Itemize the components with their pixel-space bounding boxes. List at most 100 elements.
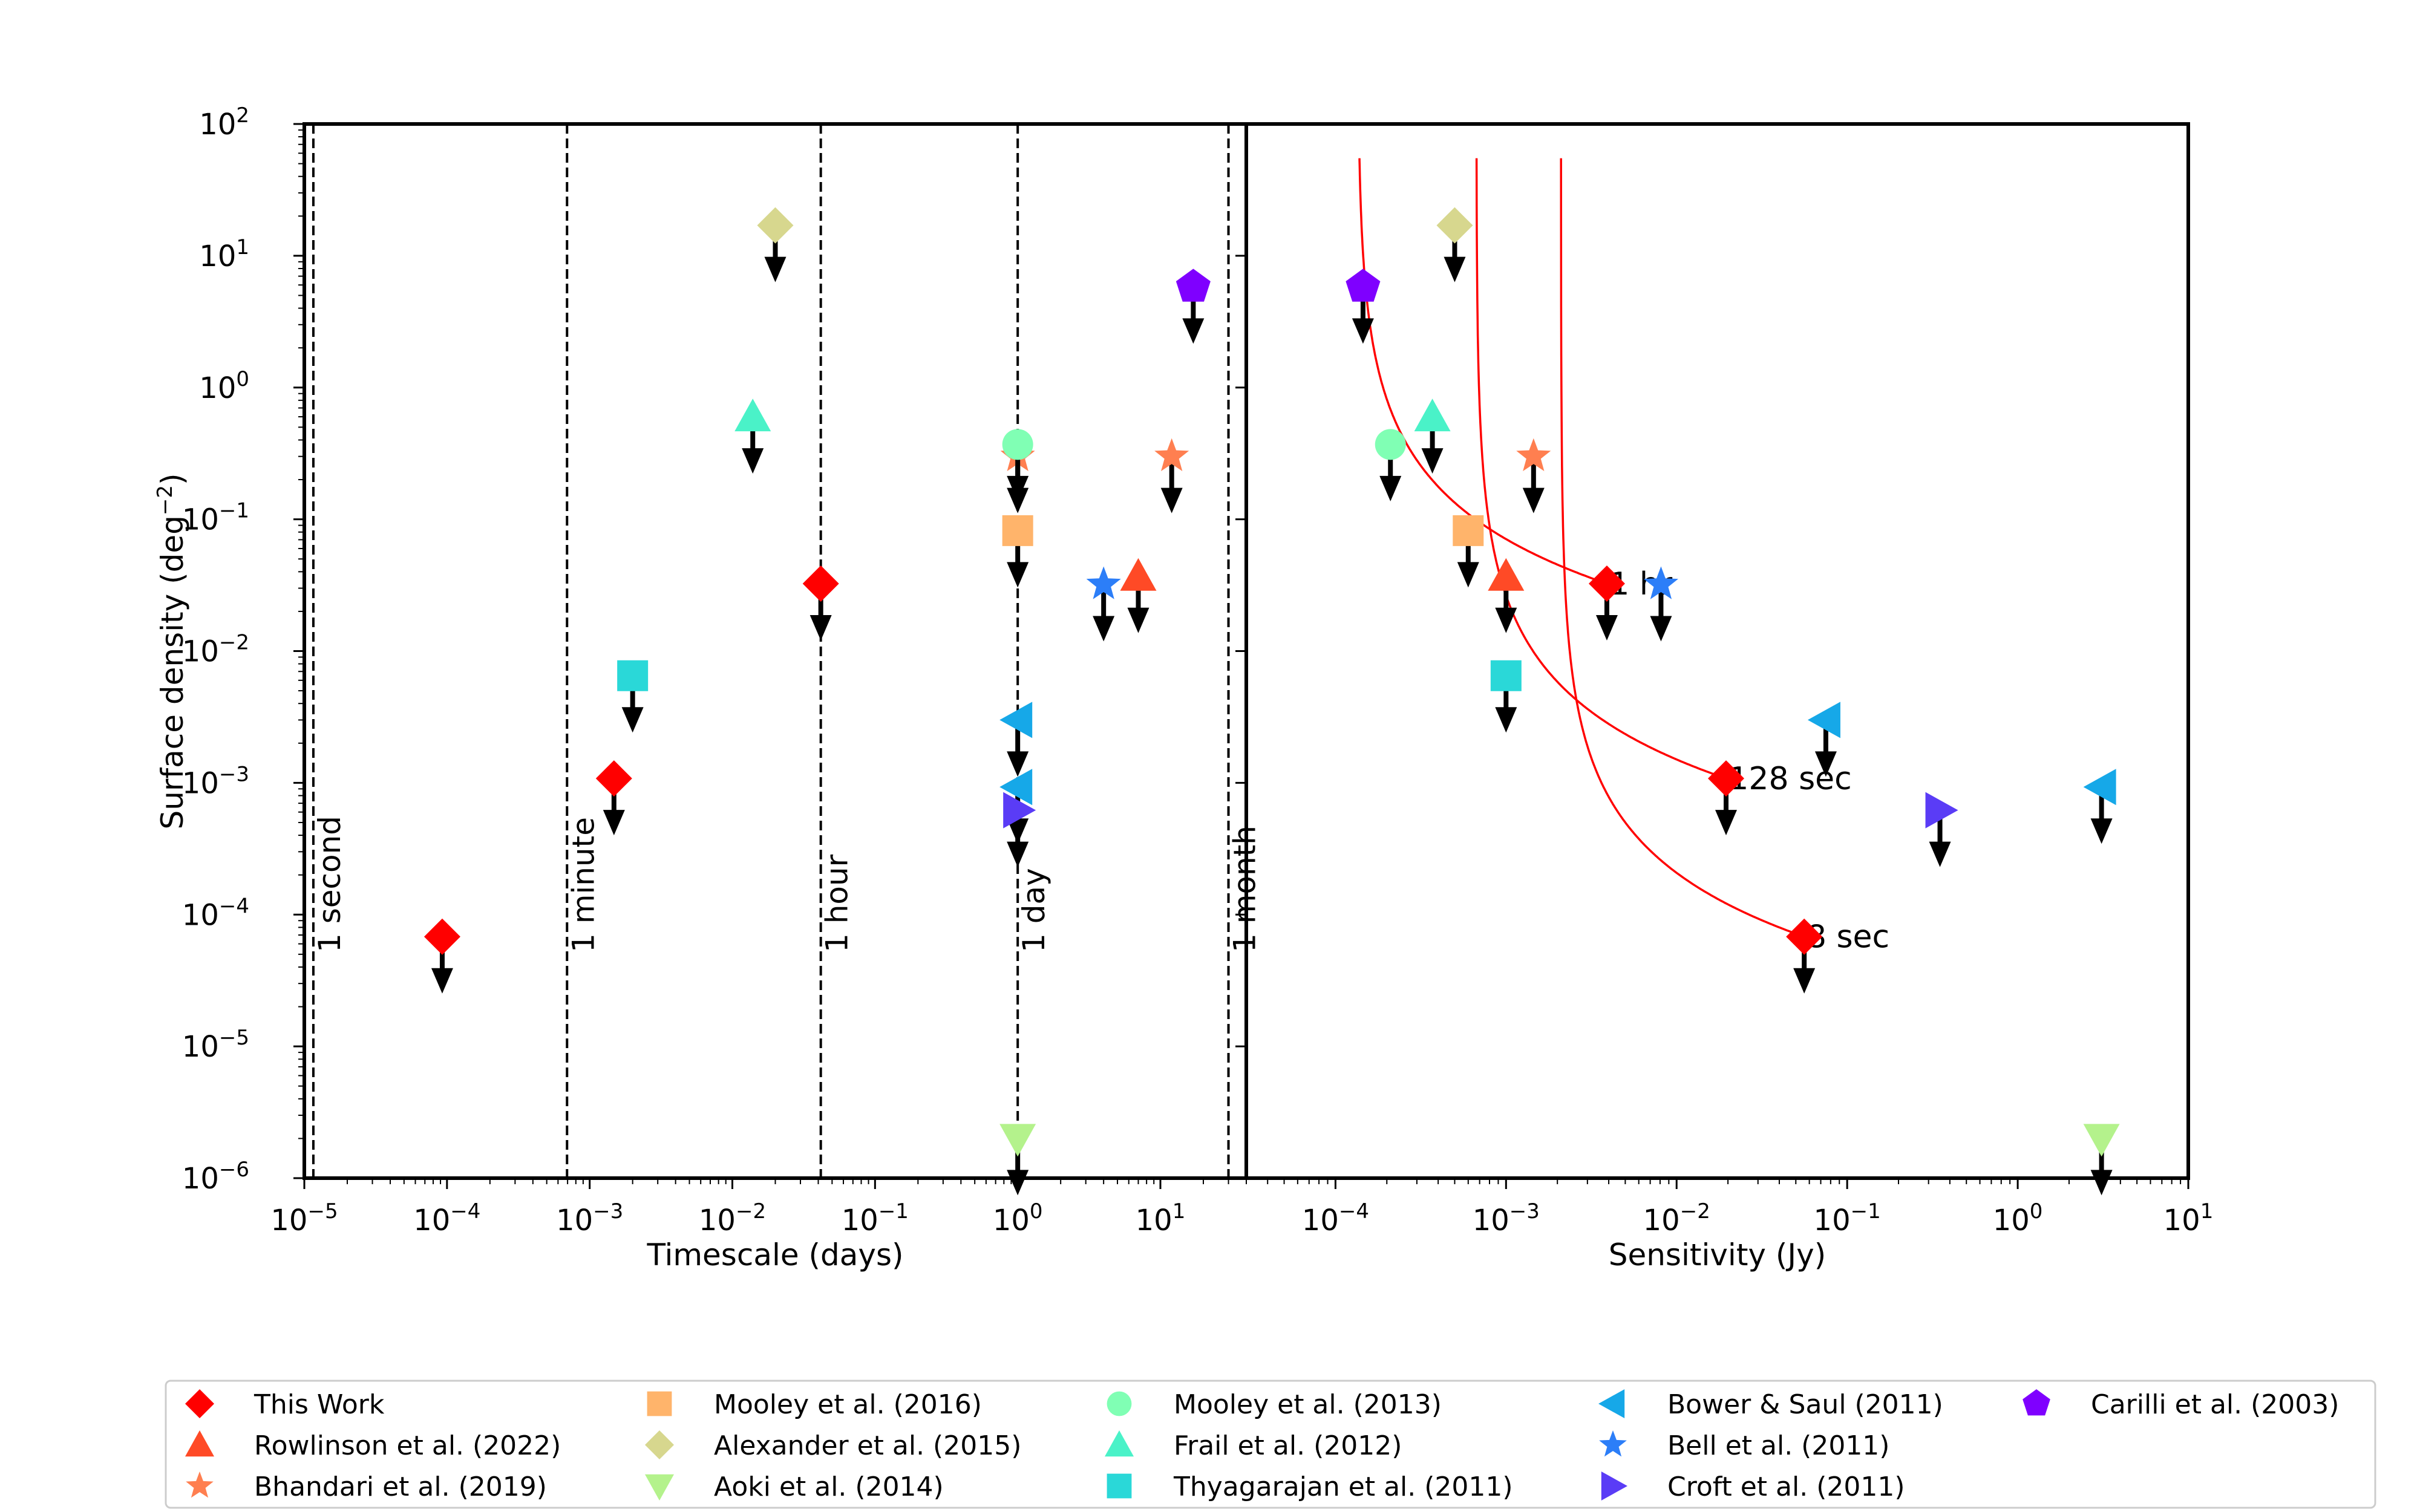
- legend-label-mooley-et-al-2013: Mooley et al. (2013): [1174, 1389, 1442, 1420]
- upper-limit-arrow: [1127, 583, 1150, 633]
- point-croft-et-al-2011: [1003, 792, 1036, 829]
- upper-limit-arrow: [1814, 727, 1837, 777]
- upper-limit-arrow: [1421, 424, 1444, 474]
- x-tick-label: 10−2: [1643, 1199, 1710, 1237]
- x-tick-label: 100: [993, 1199, 1043, 1237]
- y-tick-label: 101: [199, 235, 249, 273]
- legend-label-mooley-et-al-2016: Mooley et al. (2016): [714, 1389, 982, 1420]
- point-frail-et-al-2012: [734, 399, 771, 432]
- point-bower-saul-2011: [2083, 769, 2116, 806]
- x-tick-label: 10−4: [413, 1199, 480, 1237]
- upper-limit-arrow: [1007, 451, 1029, 501]
- upper-limit-arrow: [742, 424, 764, 474]
- x-tick-label: 101: [1136, 1199, 1186, 1237]
- legend-marker-bower-saul-2011: [1598, 1389, 1625, 1418]
- y-tick-label: 10−2: [182, 631, 249, 669]
- point-mooley-et-al-2016: [1002, 515, 1033, 546]
- y-tick-label: 100: [199, 367, 249, 405]
- right-plot-frame: [1244, 122, 2190, 1180]
- legend-marker-alexander-et-al-2015: [645, 1430, 674, 1459]
- upper-limit-arrow: [1160, 463, 1183, 513]
- legend: This Work Rowlinson et al. (2022) Bhandari…: [165, 1380, 2376, 1509]
- x-tick-label: 10−3: [1473, 1199, 1540, 1237]
- point-frail-et-al-2012: [1414, 399, 1451, 432]
- legend-label-aoki-et-al-2014: Aoki et al. (2014): [714, 1471, 944, 1502]
- x-tick-label: 10−2: [699, 1199, 766, 1237]
- point-bower-saul-2011: [999, 702, 1033, 738]
- legend-marker-this-work: [185, 1389, 214, 1418]
- legend-label-bell-et-al-2011: Bell et al. (2011): [1667, 1430, 1889, 1461]
- vline-label-1-day: 1 day: [1016, 868, 1051, 953]
- point-this-work: [424, 918, 460, 955]
- upper-limit-arrow: [1715, 786, 1738, 836]
- legend-marker-bell-et-al-2011: [1599, 1430, 1627, 1457]
- point-bhandari-et-al-2019: [1154, 438, 1189, 471]
- legend-label-rowlinson-et-al-2022: Rowlinson et al. (2022): [254, 1430, 561, 1461]
- upper-limit-arrow: [1495, 583, 1517, 633]
- y-tick-label: 10−5: [182, 1026, 249, 1064]
- legend-marker-frail-et-al-2012: [1105, 1430, 1134, 1457]
- point-this-work: [1708, 760, 1745, 797]
- upper-limit-arrow: [1444, 232, 1466, 282]
- upper-limit-arrow: [809, 590, 832, 640]
- x-tick-label: 10−3: [556, 1199, 623, 1237]
- x-axis-title: Timescale (days): [646, 1237, 903, 1272]
- legend-label-alexander-et-al-2015: Alexander et al. (2015): [714, 1430, 1021, 1461]
- point-carilli-et-al-2003: [1176, 269, 1211, 302]
- curve-128-sec: [1475, 158, 1727, 780]
- curve-8-sec: [1560, 158, 1805, 938]
- x-tick-label: 10−4: [1302, 1199, 1369, 1237]
- x-tick-label: 10−5: [270, 1199, 338, 1237]
- point-rowlinson-et-al-2022: [1488, 558, 1525, 591]
- point-bell-et-al-2011: [1643, 566, 1678, 599]
- x-tick-label: 100: [1993, 1199, 2043, 1237]
- point-croft-et-al-2011: [1925, 792, 1958, 829]
- point-mooley-et-al-2016: [1453, 515, 1484, 546]
- legend-label-this-work: This Work: [253, 1389, 385, 1420]
- legend-label-carilli-et-al-2003: Carilli et al. (2003): [2091, 1389, 2339, 1420]
- y-tick-label: 10−4: [182, 894, 249, 932]
- vline-label-1-minute: 1 minute: [566, 817, 601, 953]
- legend-marker-bhandari-et-al-2019: [186, 1471, 214, 1498]
- point-this-work: [1786, 918, 1823, 955]
- upper-limit-arrow: [1522, 463, 1545, 513]
- upper-limit-arrow: [2090, 794, 2113, 844]
- upper-limit-arrow: [621, 683, 644, 733]
- point-aoki-et-al-2014: [2083, 1124, 2120, 1157]
- point-alexander-et-al-2015: [757, 207, 794, 244]
- point-aoki-et-al-2014: [999, 1124, 1036, 1157]
- y-tick-label: 102: [199, 103, 249, 142]
- point-this-work: [802, 565, 839, 602]
- legend-marker-croft-et-al-2011: [1601, 1471, 1627, 1501]
- point-thyagarajan-et-al-2011: [617, 660, 649, 691]
- upper-limit-arrow: [1007, 1145, 1029, 1196]
- legend-label-thyagarajan-et-al-2011: Thyagarajan et al. (2011): [1173, 1471, 1513, 1502]
- point-this-work: [1588, 565, 1625, 602]
- x-tick-label: 10−1: [1814, 1199, 1881, 1237]
- point-thyagarajan-et-al-2011: [1490, 660, 1522, 691]
- upper-limit-arrow: [1093, 591, 1115, 642]
- legend-marker-rowlinson-et-al-2022: [185, 1430, 214, 1457]
- point-rowlinson-et-al-2022: [1120, 558, 1157, 591]
- legend-label-frail-et-al-2012: Frail et al. (2012): [1174, 1430, 1402, 1461]
- y-tick-label: 10−1: [182, 499, 249, 537]
- legend-marker-thyagarajan-et-al-2011: [1107, 1473, 1132, 1499]
- point-mooley-et-al-2013: [1375, 429, 1406, 460]
- point-carilli-et-al-2003: [1346, 269, 1381, 302]
- curve-label-128-sec: 128 sec: [1728, 761, 1851, 797]
- legend-frame: [165, 1380, 2376, 1509]
- y-tick-label: 10−3: [182, 762, 249, 800]
- point-mooley-et-al-2013: [1002, 429, 1033, 460]
- y-tick-label: 10−6: [182, 1158, 249, 1196]
- upper-limit-arrow: [1595, 590, 1618, 640]
- legend-marker-aoki-et-al-2014: [645, 1474, 674, 1501]
- vline-label-1-hour: 1 hour: [820, 854, 855, 953]
- upper-limit-arrow: [1379, 451, 1402, 501]
- legend-marker-carilli-et-al-2003: [2023, 1389, 2050, 1416]
- upper-limit-arrow: [1007, 727, 1029, 777]
- upper-limit-arrow: [1650, 591, 1672, 642]
- point-bower-saul-2011: [1807, 702, 1840, 738]
- curve-1-hr: [1358, 158, 1607, 585]
